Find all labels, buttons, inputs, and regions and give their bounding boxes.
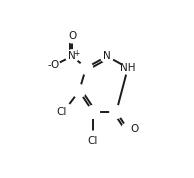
Text: -O: -O <box>47 61 60 70</box>
Text: N: N <box>68 51 76 61</box>
Circle shape <box>87 106 99 118</box>
Circle shape <box>66 30 79 43</box>
Circle shape <box>121 61 134 74</box>
Text: O: O <box>68 32 76 41</box>
Text: O: O <box>131 124 139 134</box>
Circle shape <box>47 59 60 72</box>
Text: Cl: Cl <box>56 107 67 117</box>
Text: NH: NH <box>120 63 136 73</box>
Text: +: + <box>73 49 79 58</box>
Circle shape <box>66 50 79 63</box>
Circle shape <box>73 85 86 97</box>
Circle shape <box>110 106 123 118</box>
Text: Cl: Cl <box>88 136 98 146</box>
Circle shape <box>121 123 134 136</box>
Circle shape <box>59 103 72 116</box>
Text: N: N <box>103 51 111 61</box>
Circle shape <box>87 131 99 144</box>
Circle shape <box>100 50 113 63</box>
Circle shape <box>80 61 93 74</box>
